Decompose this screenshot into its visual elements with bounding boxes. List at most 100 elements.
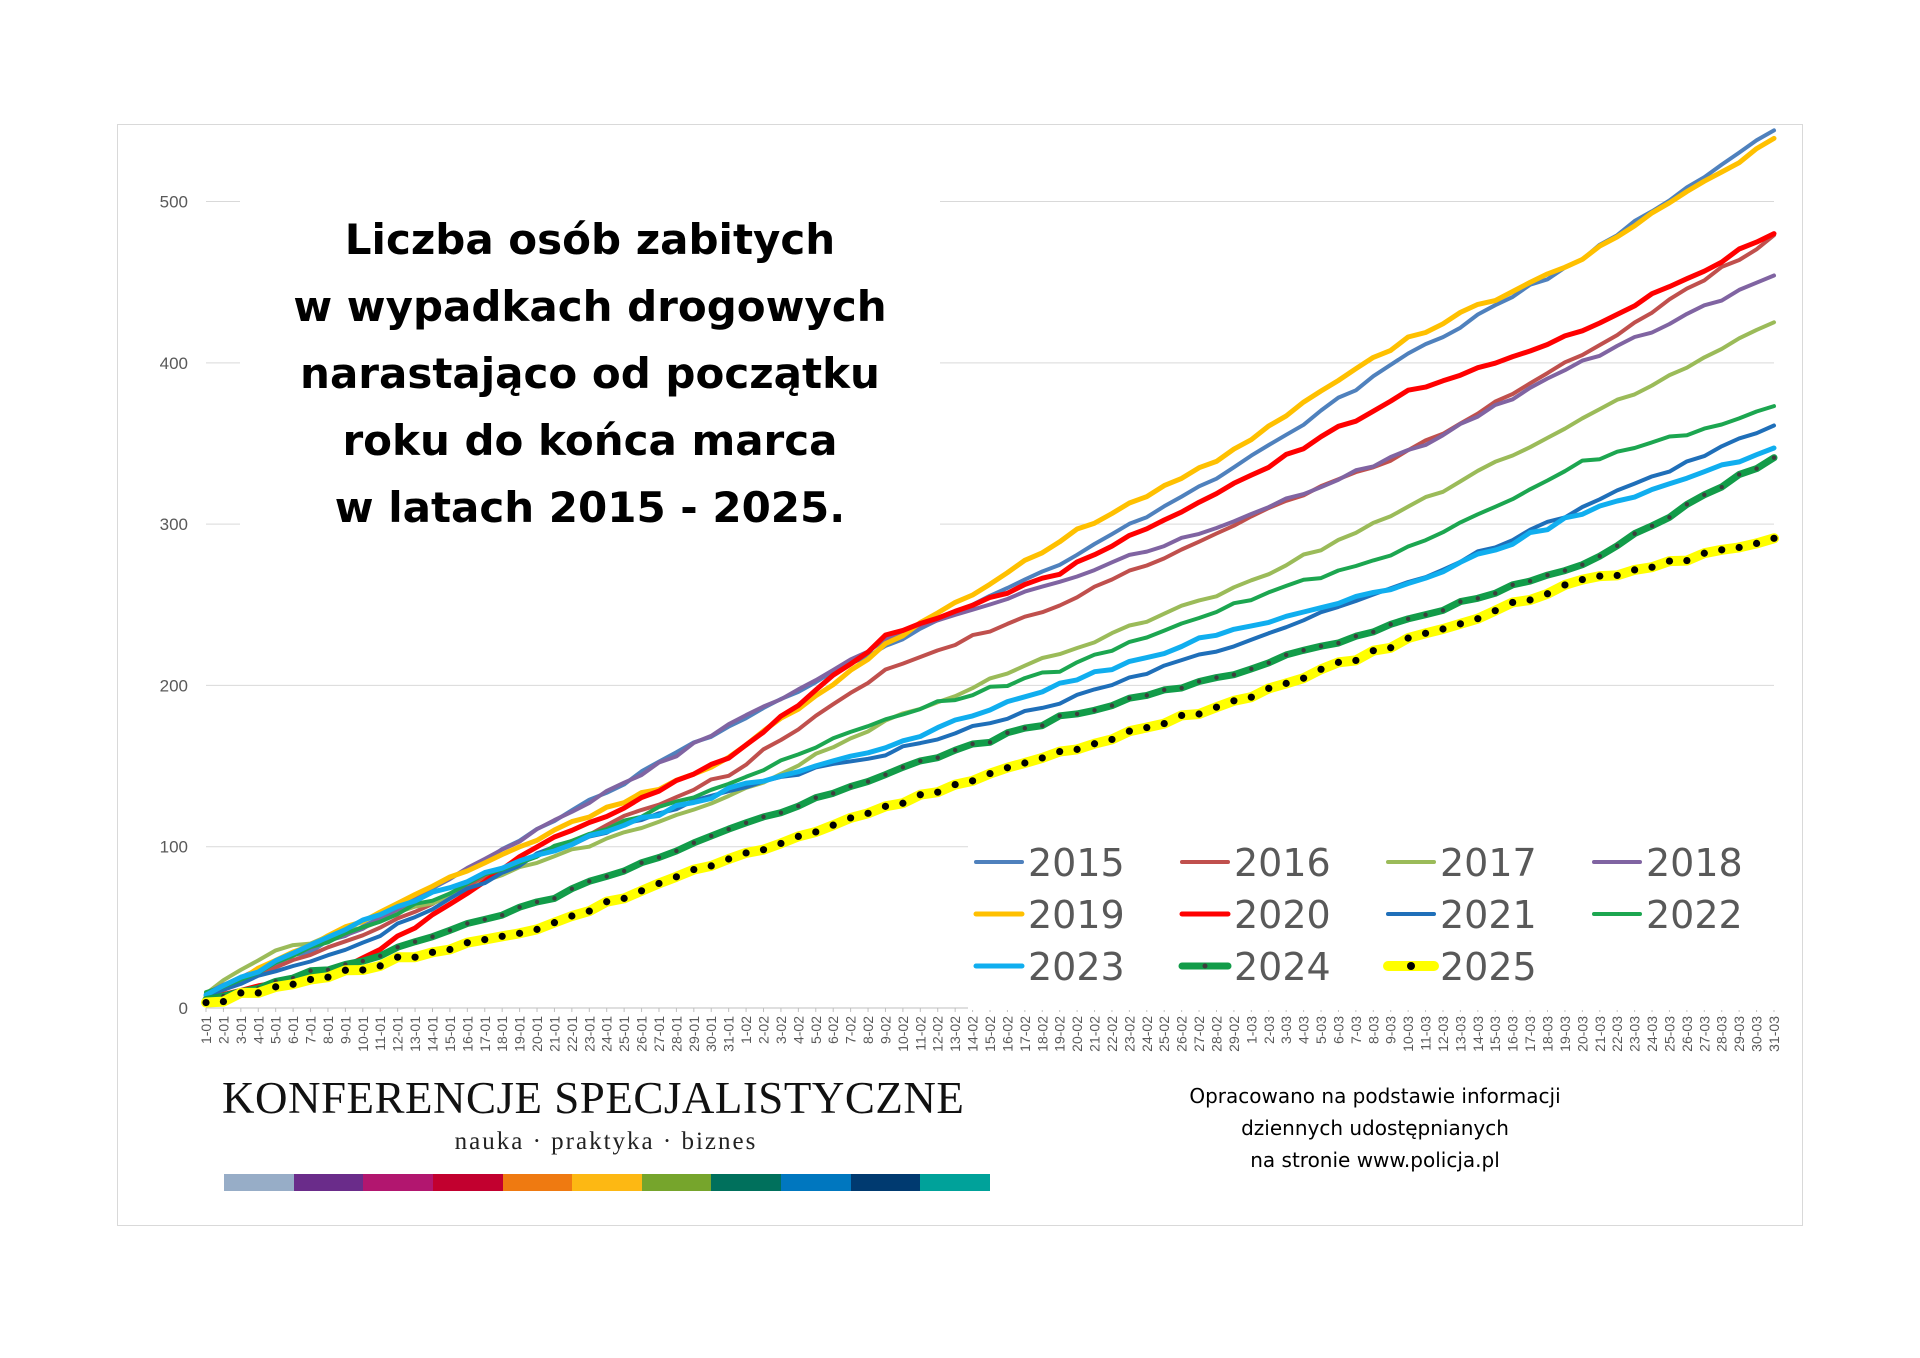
series-point-2024: [1754, 466, 1759, 471]
series-point-2024: [1597, 553, 1602, 559]
legend-label-2021: 2021: [1440, 893, 1537, 937]
legend-marker-2025: [1407, 962, 1415, 970]
series-point-2025: [1718, 546, 1726, 554]
x-tick-label: 19-02: [1052, 1016, 1068, 1052]
series-point-2024: [1493, 591, 1498, 596]
series-point-2024: [709, 833, 714, 839]
series-point-2024: [1214, 675, 1219, 680]
x-tick-label: 27-01: [651, 1016, 667, 1052]
series-point-2025: [1003, 764, 1012, 772]
series-point-2025: [585, 907, 593, 915]
series-point-2024: [1057, 713, 1062, 718]
x-tick-label: 22-03: [1609, 1016, 1625, 1052]
series-point-2025: [986, 769, 994, 778]
x-tick-label: 3-01: [233, 1016, 249, 1044]
x-tick-label: 1-02: [738, 1016, 754, 1044]
series-point-2025: [655, 879, 663, 888]
series-point-2025: [899, 799, 907, 807]
series-point-2025: [725, 855, 733, 863]
x-tick-label: 6-03: [1330, 1016, 1346, 1044]
x-tick-label: 8-02: [860, 1016, 876, 1044]
series-line-2020: [203, 231, 1777, 1004]
series-point-2024: [778, 810, 784, 815]
series-point-2025: [637, 887, 646, 895]
series-point-2024: [1318, 643, 1324, 649]
stripe-segment: [572, 1174, 642, 1191]
series-point-2024: [482, 917, 487, 922]
series-point-2025: [1683, 556, 1691, 565]
series-point-2025: [1491, 607, 1499, 615]
series-point-2025: [707, 862, 715, 870]
series-point-2025: [1143, 723, 1151, 732]
stripe-segment: [502, 1174, 573, 1191]
series-point-2024: [865, 779, 871, 784]
series-point-2025: [341, 966, 349, 974]
x-tick-label: 14-01: [424, 1016, 440, 1052]
series-point-2025: [1509, 598, 1517, 607]
series-point-2024: [1283, 652, 1289, 658]
series-point-2025: [794, 832, 802, 841]
series-point-2025: [428, 948, 437, 956]
x-tick-label: 13-02: [947, 1016, 963, 1052]
x-tick-label: 25-02: [1156, 1016, 1172, 1052]
legend-marker-2024: [1202, 963, 1208, 969]
x-tick-label: 12-02: [930, 1016, 946, 1052]
x-tick-label: 18-01: [494, 1016, 510, 1052]
series-point-2024: [378, 953, 383, 959]
series-point-2024: [1771, 455, 1777, 460]
stripe-segment: [641, 1174, 712, 1191]
x-tick-label: 26-02: [1174, 1016, 1190, 1052]
x-tick-label: 28-02: [1208, 1016, 1224, 1052]
series-point-2025: [289, 980, 297, 988]
x-tick-label: 25-03: [1661, 1016, 1677, 1052]
series-point-2024: [1005, 730, 1010, 735]
x-tick-label: 14-02: [965, 1016, 981, 1052]
x-tick-label: 3-03: [1278, 1016, 1294, 1044]
series-point-2025: [1230, 697, 1238, 705]
series-point-2025: [568, 912, 576, 920]
series-point-2024: [1719, 484, 1724, 490]
series-point-2025: [829, 821, 837, 829]
series-point-2025: [934, 788, 942, 796]
series-point-2024: [534, 899, 540, 905]
series-point-2024: [499, 912, 505, 918]
series-point-2025: [864, 809, 872, 817]
series-point-2024: [1562, 568, 1568, 573]
series-point-2025: [1212, 703, 1221, 711]
x-tick-label: 30-03: [1749, 1016, 1765, 1052]
series-point-2024: [1179, 685, 1184, 691]
x-tick-label: 20-02: [1069, 1016, 1085, 1052]
series-point-2024: [1249, 666, 1254, 672]
x-tick-label: 18-02: [1034, 1016, 1050, 1052]
series-point-2025: [1334, 658, 1343, 666]
x-tick-label: 15-02: [982, 1016, 998, 1052]
series-point-2025: [1700, 549, 1708, 557]
stripe-segment: [224, 1174, 294, 1191]
x-tick-label: 20-03: [1574, 1016, 1590, 1052]
x-tick-label: 20-01: [529, 1016, 545, 1052]
x-tick-label: 9-01: [337, 1016, 353, 1044]
series-point-2025: [847, 814, 855, 822]
series-point-2024: [1162, 687, 1167, 693]
series-point-2025: [1543, 590, 1552, 598]
series-point-2024: [831, 791, 836, 796]
series-point-2025: [306, 975, 315, 984]
x-tick-label: 7-02: [843, 1016, 859, 1044]
series-point-2024: [1736, 472, 1742, 477]
x-tick-label: 27-03: [1696, 1016, 1712, 1052]
series-point-2025: [812, 828, 820, 836]
x-tick-label: 26-01: [634, 1016, 650, 1052]
series-point-2025: [254, 989, 262, 997]
series-point-2024: [621, 868, 627, 874]
x-tick-label: 6-02: [825, 1016, 841, 1044]
series-point-2024: [395, 944, 400, 950]
stripe-segment: [781, 1174, 851, 1191]
legend: 2015 2016 2017 2018 2019 2020 2021 2022 2023 2024…: [968, 830, 1788, 1010]
brand-tagline: nauka · praktyka · biznes: [454, 1128, 758, 1155]
stripe-segment: [711, 1174, 782, 1191]
series-point-2024: [1475, 596, 1481, 601]
series-point-2024: [1423, 612, 1428, 617]
legend-label-2022: 2022: [1646, 893, 1743, 937]
series-point-2024: [813, 795, 818, 800]
